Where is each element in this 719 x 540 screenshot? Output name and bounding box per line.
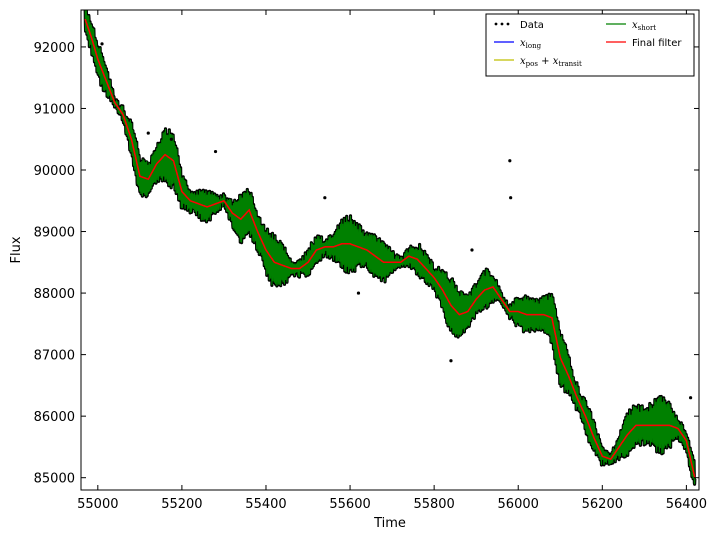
x-tick-label: 55600: [329, 497, 370, 512]
data-outlier-point: [323, 196, 327, 200]
data-outlier-point: [470, 248, 474, 252]
x-tick-label: 56000: [498, 497, 539, 512]
x-short-series: [84, 10, 696, 485]
data-outlier-point: [213, 149, 218, 154]
y-tick-label: 90000: [34, 164, 75, 179]
x-tick-label: 56400: [666, 497, 707, 512]
data-outlier-point: [509, 196, 513, 200]
y-tick-label: 91000: [34, 102, 75, 117]
data-outlier-point: [169, 137, 173, 141]
axes-frame: [80, 9, 700, 491]
final-filter-series: [84, 18, 696, 478]
data-outlier-point: [449, 359, 453, 363]
data-outlier-point: [356, 291, 361, 295]
legend-box: [485, 13, 695, 77]
legend: Data xlong xpos + xtransit xshort Final filt…: [485, 13, 695, 77]
data-series: [83, 10, 697, 486]
x-tick-label: 55400: [245, 497, 286, 512]
x-tick-label: 55200: [161, 497, 202, 512]
legend-label: Data: [520, 20, 544, 31]
data-outlier-point: [100, 42, 104, 46]
y-tick-label: 88000: [34, 287, 75, 302]
x-tick-label: 55800: [413, 497, 454, 512]
legend-marker-data: [500, 22, 504, 26]
y-tick-label: 92000: [34, 41, 75, 56]
y-tick-label: 86000: [34, 410, 75, 425]
legend-label: Final filter: [632, 38, 682, 49]
legend-label: xlong: [520, 38, 542, 50]
x-tick-label: 55000: [77, 497, 118, 512]
legend-marker-data: [506, 22, 510, 26]
plot-content: [83, 10, 697, 486]
data-outlier-point: [146, 131, 150, 135]
data-outlier-point: [688, 396, 693, 400]
y-axis-label: Flux: [9, 236, 24, 263]
legend-label: xshort: [632, 20, 656, 32]
y-tick-label: 85000: [34, 472, 75, 487]
legend-label: xpos + xtransit: [520, 56, 582, 68]
x-tick-label: 56200: [582, 497, 623, 512]
x-axis-label: Time: [373, 516, 406, 531]
y-tick-label: 87000: [34, 349, 75, 364]
legend-marker-data: [494, 22, 498, 26]
axes: 55000 55200 55400 55600 55800 56000 56200 56400…: [34, 9, 707, 512]
y-tick-label: 89000: [34, 226, 75, 241]
data-outlier-point: [508, 159, 512, 163]
plot-area: [83, 10, 697, 486]
